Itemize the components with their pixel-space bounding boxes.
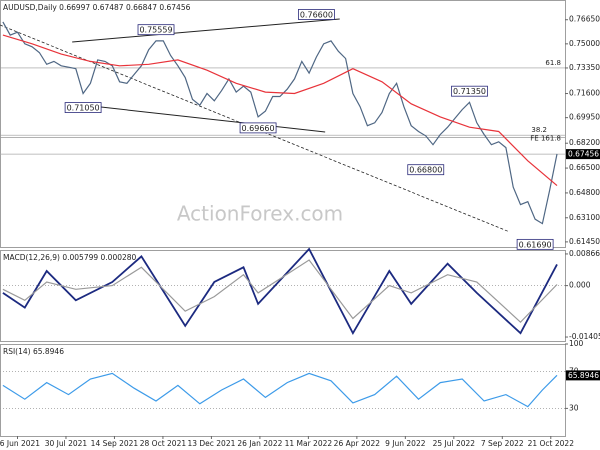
current-label: 0.67456 xyxy=(568,150,599,159)
level-label: FE 161.8 xyxy=(530,134,561,142)
series-line xyxy=(2,247,558,336)
level-label: 61.8 xyxy=(545,59,561,67)
annotation-box xyxy=(516,238,554,250)
x-tick-label: 26 Jan 2022 xyxy=(237,439,282,448)
y-tick-label: 0.73350 xyxy=(569,63,600,72)
trendline xyxy=(72,18,340,43)
x-tick-label: 21 Oct 2022 xyxy=(528,439,575,448)
watermark: ActionForex.com xyxy=(177,202,343,226)
panel-title: AUDUSD,Daily 0.66997 0.67487 0.66847 0.6… xyxy=(3,3,191,12)
annotation-label: 0.76600 xyxy=(300,10,333,19)
annotation-label: 0.71350 xyxy=(453,87,486,96)
panel-frame xyxy=(0,250,566,342)
annotation-box xyxy=(137,24,175,36)
x-tick-label: 7 Sep 2022 xyxy=(481,439,524,448)
level-label: 38.2 xyxy=(531,126,547,134)
annotation-box xyxy=(297,9,335,20)
panel-title: RSI(14) 65.8946 xyxy=(3,347,64,356)
x-tick-label: 13 Dec 2021 xyxy=(187,439,235,448)
y-tick-label: 0.66500 xyxy=(569,163,600,172)
annotation-box xyxy=(64,102,102,113)
y-tick-label: 0.71600 xyxy=(569,89,600,98)
y-tick-label: 0.68200 xyxy=(569,138,600,147)
series-line xyxy=(2,372,558,408)
annotation-label: 0.69660 xyxy=(242,124,275,133)
y-tick-label: -0.014055 xyxy=(569,332,600,341)
x-tick-label: 26 Apr 2022 xyxy=(334,439,381,448)
current-label: 65.8946 xyxy=(568,371,599,380)
current-box xyxy=(566,149,600,160)
x-tick-label: 28 Oct 2021 xyxy=(140,439,187,448)
series-line xyxy=(2,259,558,324)
current-box xyxy=(566,370,600,381)
y-tick-label: 100 xyxy=(569,339,584,348)
trendline xyxy=(64,102,326,133)
annotation-label: 0.66800 xyxy=(409,166,442,175)
x-tick-label: 9 Jun 2022 xyxy=(385,439,426,448)
x-tick-label: 14 Sep 2021 xyxy=(91,439,139,448)
panel-frame xyxy=(0,0,566,248)
y-tick-label: 0.63100 xyxy=(569,213,600,222)
y-tick-label: 0.69950 xyxy=(569,113,600,122)
x-tick-label: 25 Jul 2022 xyxy=(433,439,476,448)
series-line xyxy=(2,34,558,187)
annotation-box xyxy=(239,122,277,134)
y-tick-label: 30 xyxy=(569,403,579,412)
x-tick-label: 30 Jul 2021 xyxy=(45,439,88,448)
panel-frame xyxy=(0,344,566,437)
panel-title: MACD(12,26,9) 0.005799 0.000280 xyxy=(3,253,137,262)
y-tick-label: 0.000 xyxy=(569,281,591,290)
annotation-label: 0.75559 xyxy=(139,26,172,35)
y-tick-label: 0.64800 xyxy=(569,188,600,197)
y-tick-label: 0.75000 xyxy=(569,39,600,48)
y-tick-label: 0.008662 xyxy=(569,249,600,258)
x-tick-label: 16 Jun 2021 xyxy=(0,439,40,448)
annotation-box xyxy=(407,164,445,176)
y-tick-label: 0.61450 xyxy=(569,237,600,246)
x-tick-label: 11 Mar 2022 xyxy=(285,439,333,448)
y-tick-label: 0.76650 xyxy=(569,15,600,24)
annotation-label: 0.71050 xyxy=(67,104,100,113)
annotation-box xyxy=(451,85,488,97)
series-line xyxy=(2,21,558,225)
annotation-label: 0.61690 xyxy=(519,240,552,249)
